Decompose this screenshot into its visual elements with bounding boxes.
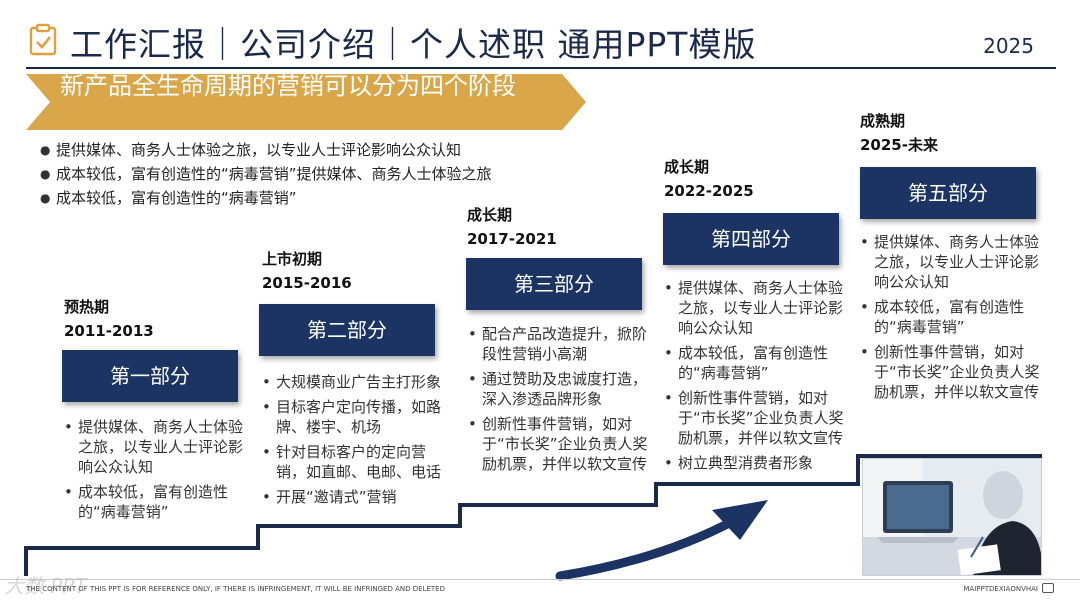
stage-4-bullets: 提供媒体、商务人士体验之旅，以专业人士评论影响公众认知 成本较低，富有创造性的“… xyxy=(664,278,850,478)
growth-arrowhead xyxy=(712,500,768,540)
stage-5-bullets: 提供媒体、商务人士体验之旅，以专业人士评论影响公众认知 成本较低，富有创造性的“… xyxy=(860,232,1040,407)
header-year: 2025 xyxy=(983,34,1034,58)
stage-4-part-box: 第四部分 xyxy=(663,213,839,265)
stage-bullet: 目标客户定向传播，如路牌、楼宇、机场 xyxy=(262,397,448,437)
stage-bullet: 配合产品改造提升，掀阶段性营销小高潮 xyxy=(468,324,654,364)
footer-divider xyxy=(0,579,1080,580)
camera-icon xyxy=(1042,583,1054,593)
stage-3-bullets: 配合产品改造提升，掀阶段性营销小高潮 通过赞助及忠诚度打造，深入渗透品牌形象 创… xyxy=(468,324,654,479)
page-title: 工作汇报｜公司介绍｜个人述职 通用PPT模版 xyxy=(70,25,757,64)
stage-bullet: 成本较低，富有创造性的“病毒营销” xyxy=(64,482,250,522)
header-divider xyxy=(26,67,1056,69)
stage-bullet: 创新性事件营销，如对于“市长奖”企业负责人奖励机票，并伴以软文宣传 xyxy=(664,388,850,448)
stage-4-years: 2022-2025 xyxy=(664,182,754,200)
stage-bullet: 提供媒体、商务人士体验之旅，以专业人士评论影响公众认知 xyxy=(664,278,850,338)
footer-brand: MAIPPTDEXIAONVHAI xyxy=(963,585,1038,593)
stage-3-part-box: 第三部分 xyxy=(466,258,642,310)
stage-3-years: 2017-2021 xyxy=(467,230,557,248)
business-meeting-photo xyxy=(862,458,1042,576)
banner-ribbon xyxy=(26,74,586,130)
stage-bullet: 提供媒体、商务人士体验之旅，以专业人士评论影响公众认知 xyxy=(64,417,250,477)
stage-bullet: 针对目标客户的定向营销，如直邮、电邮、电话 xyxy=(262,442,448,482)
stage-5-part-box: 第五部分 xyxy=(860,167,1036,219)
growth-arrow xyxy=(555,515,740,581)
watermark: 大数 PPT xyxy=(4,574,87,598)
stage-bullet: 开展“邀请式”营销 xyxy=(262,487,448,507)
stage-5-years: 2025-未来 xyxy=(860,136,938,154)
intro-item: 成本较低，富有创造性的“病毒营销” xyxy=(40,186,492,210)
stage-bullet: 创新性事件营销，如对于“市长奖”企业负责人奖励机票，并伴以软文宣传 xyxy=(860,342,1040,402)
stage-bullet: 成本较低，富有创造性的“病毒营销” xyxy=(664,343,850,383)
stage-bullet: 成本较低，富有创造性的“病毒营销” xyxy=(860,297,1040,337)
stage-5-name: 成熟期 xyxy=(860,112,906,130)
stage-bullet: 通过赞助及忠诚度打造，深入渗透品牌形象 xyxy=(468,369,654,409)
stage-2-name: 上市初期 xyxy=(262,250,323,268)
stage-1-part-box: 第一部分 xyxy=(62,350,238,402)
stage-2-bullets: 大规模商业广告主打形象 目标客户定向传播，如路牌、楼宇、机场 针对目标客户的定向… xyxy=(262,372,448,512)
stage-3-name: 成长期 xyxy=(467,206,513,224)
stage-4-name: 成长期 xyxy=(664,158,710,176)
intro-item: 提供媒体、商务人士体验之旅，以专业人士评论影响公众认知 xyxy=(40,138,492,162)
stage-2-part-box: 第二部分 xyxy=(259,304,435,356)
stage-bullet: 树立典型消费者形象 xyxy=(664,453,850,473)
intro-list: 提供媒体、商务人士体验之旅，以专业人士评论影响公众认知 成本较低，富有创造性的“… xyxy=(40,138,492,210)
clipboard-check-icon xyxy=(29,23,57,56)
intro-item: 成本较低，富有创造性的“病毒营销”提供媒体、商务人士体验之旅 xyxy=(40,162,492,186)
stage-1-name: 预热期 xyxy=(64,298,110,316)
stage-2-years: 2015-2016 xyxy=(262,274,352,292)
stage-1-bullets: 提供媒体、商务人士体验之旅，以专业人士评论影响公众认知 成本较低，富有创造性的“… xyxy=(64,417,250,527)
banner-title: 新产品全生命周期的营销可以分为四个阶段 xyxy=(60,72,516,100)
stage-bullet: 提供媒体、商务人士体验之旅，以专业人士评论影响公众认知 xyxy=(860,232,1040,292)
stage-1-years: 2011-2013 xyxy=(64,322,154,340)
stage-bullet: 大规模商业广告主打形象 xyxy=(262,372,448,392)
footer-disclaimer: THE CONTENT OF THIS PPT IS FOR REFERENCE… xyxy=(26,585,445,593)
stage-bullet: 创新性事件营销，如对于“市长奖”企业负责人奖励机票，并伴以软文宣传 xyxy=(468,414,654,474)
